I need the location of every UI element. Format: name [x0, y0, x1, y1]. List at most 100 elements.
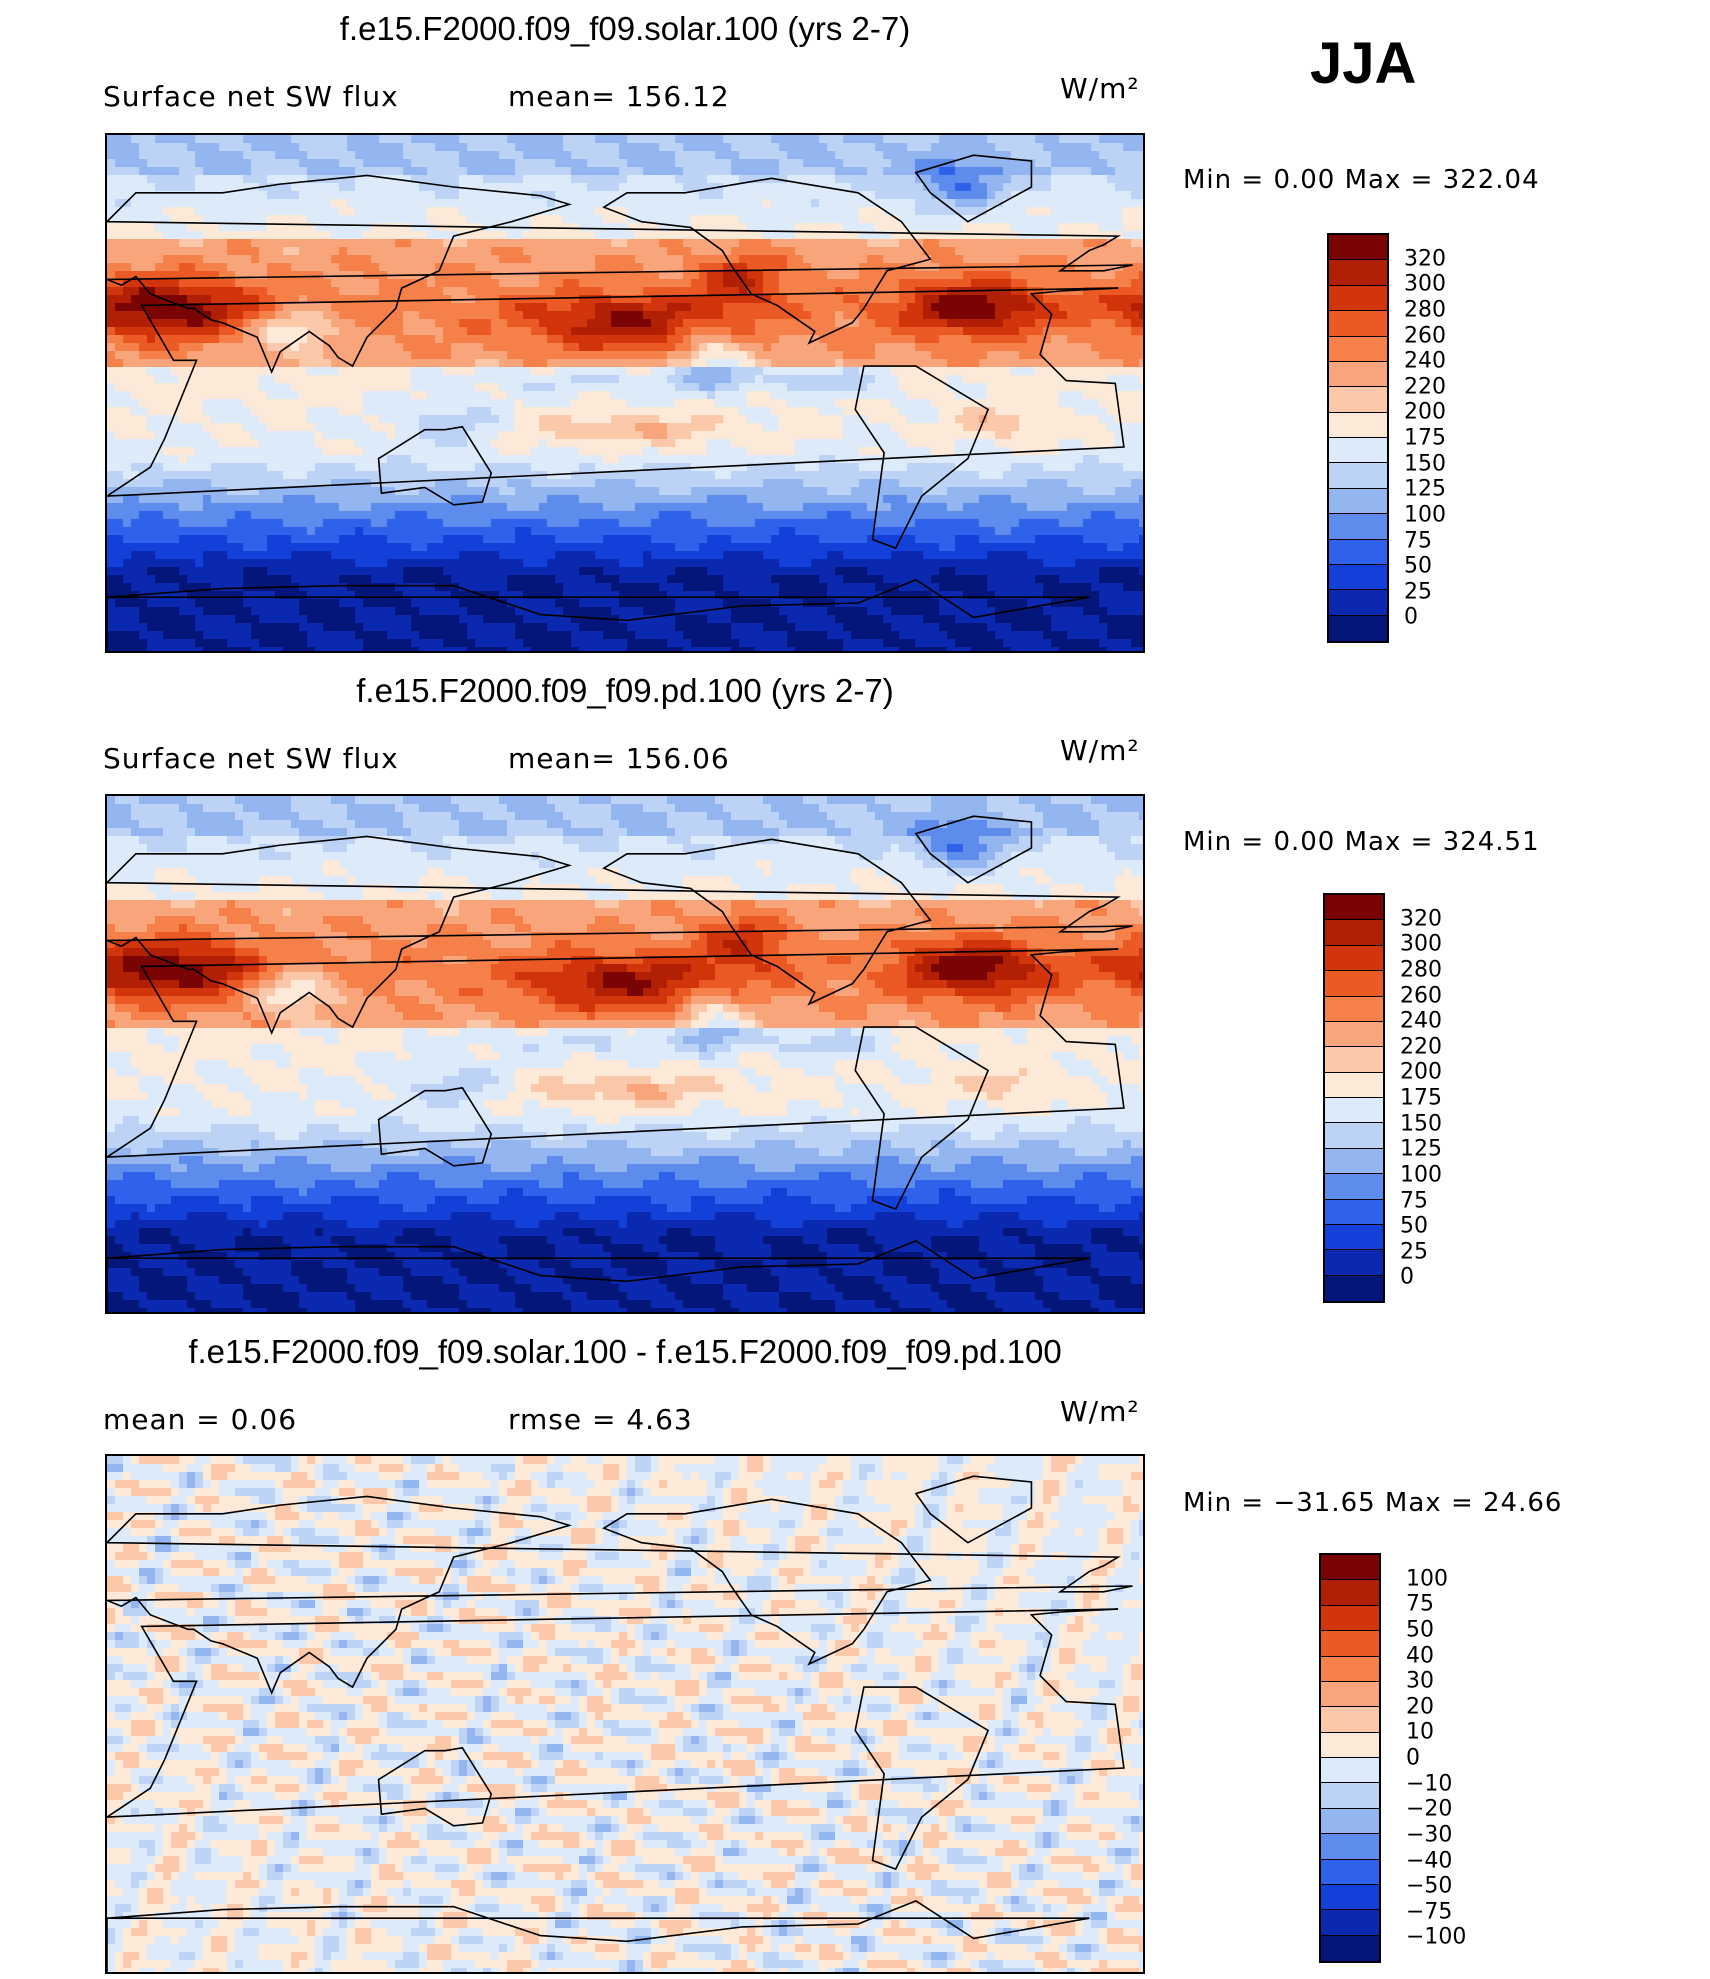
field-cell: [179, 151, 188, 160]
field-cell: [1011, 407, 1020, 416]
field-cell: [987, 319, 996, 328]
field-cell: [923, 335, 932, 344]
field-cell: [499, 423, 508, 432]
field-cell: [723, 375, 732, 384]
field-cell: [619, 255, 628, 264]
field-cell: [571, 191, 580, 200]
field-cell: [211, 207, 220, 216]
field-cell: [619, 231, 628, 240]
field-cell: [451, 167, 460, 176]
field-cell: [547, 159, 556, 168]
field-cell: [459, 431, 468, 440]
field-cell: [875, 407, 884, 416]
field-cell: [867, 135, 876, 144]
field-cell: [339, 135, 348, 144]
field-cell: [939, 319, 948, 328]
field-cell: [1091, 239, 1100, 248]
field-cell: [1083, 359, 1092, 368]
field-cell: [411, 303, 420, 312]
field-cell: [371, 159, 380, 168]
field-cell: [411, 367, 420, 376]
field-cell: [979, 351, 988, 360]
field-cell: [131, 159, 140, 168]
field-cell: [147, 183, 156, 192]
field-cell: [811, 191, 820, 200]
field-cell: [251, 439, 260, 448]
field-cell: [931, 239, 940, 248]
field-cell: [467, 439, 476, 448]
field-cell: [163, 143, 172, 152]
field-cell: [363, 207, 372, 216]
field-cell: [683, 343, 692, 352]
field-cell: [731, 343, 740, 352]
field-cell: [131, 303, 140, 312]
field-cell: [395, 431, 404, 440]
field-cell: [267, 183, 276, 192]
field-cell: [659, 375, 668, 384]
field-cell: [219, 383, 228, 392]
field-cell: [675, 327, 684, 336]
field-cell: [955, 375, 964, 384]
field-cell: [1075, 423, 1084, 432]
field-cell: [147, 239, 156, 248]
field-cell: [931, 207, 940, 216]
field-cell: [267, 191, 276, 200]
field-cell: [651, 255, 660, 264]
field-cell: [715, 359, 724, 368]
field-cell: [923, 359, 932, 368]
field-cell: [395, 399, 404, 408]
field-cell: [427, 351, 436, 360]
field-cell: [659, 207, 668, 216]
field-cell: [691, 215, 700, 224]
field-cell: [283, 135, 292, 144]
field-cell: [659, 159, 668, 168]
field-cell: [163, 199, 172, 208]
field-cell: [283, 183, 292, 192]
field-cell: [475, 239, 484, 248]
field-cell: [739, 351, 748, 360]
field-cell: [995, 319, 1004, 328]
field-cell: [299, 287, 308, 296]
field-cell: [963, 207, 972, 216]
field-cell: [155, 359, 164, 368]
field-cell: [923, 231, 932, 240]
field-cell: [811, 239, 820, 248]
field-cell: [1091, 143, 1100, 152]
field-cell: [1043, 271, 1052, 280]
field-cell: [211, 215, 220, 224]
field-cell: [379, 135, 388, 144]
field-cell: [587, 367, 596, 376]
field-cell: [859, 375, 868, 384]
field-cell: [595, 207, 604, 216]
field-cell: [1083, 399, 1092, 408]
field-cell: [315, 423, 324, 432]
field-cell: [907, 431, 916, 440]
field-cell: [1027, 135, 1036, 144]
field-cell: [187, 431, 196, 440]
field-cell: [1003, 431, 1012, 440]
field-cell: [1131, 423, 1140, 432]
field-cell: [403, 399, 412, 408]
field-cell: [459, 167, 468, 176]
field-cell: [739, 303, 748, 312]
field-cell: [467, 271, 476, 280]
field-cell: [755, 327, 764, 336]
field-cell: [331, 191, 340, 200]
field-cell: [1035, 319, 1044, 328]
field-cell: [523, 175, 532, 184]
field-cell: [1059, 191, 1068, 200]
field-cell: [1083, 271, 1092, 280]
field-cell: [547, 399, 556, 408]
field-cell: [355, 375, 364, 384]
field-cell: [675, 399, 684, 408]
field-cell: [339, 319, 348, 328]
field-cell: [763, 367, 772, 376]
field-cell: [507, 359, 516, 368]
field-cell: [659, 423, 668, 432]
field-cell: [107, 295, 116, 304]
field-cell: [1091, 407, 1100, 416]
field-cell: [803, 207, 812, 216]
field-cell: [219, 367, 228, 376]
field-cell: [899, 199, 908, 208]
field-cell: [163, 383, 172, 392]
